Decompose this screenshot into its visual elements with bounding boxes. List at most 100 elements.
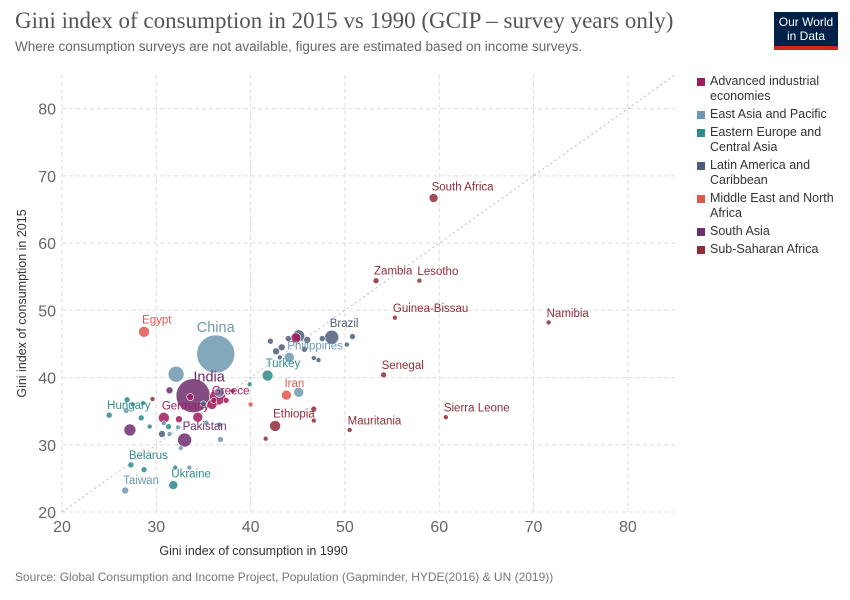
data-point (167, 365, 185, 383)
point-label: Zambia (374, 266, 413, 278)
data-point (122, 407, 130, 414)
point-label: Iran (284, 378, 304, 390)
legend-swatch (697, 111, 705, 119)
legend-swatch (697, 78, 705, 86)
y-tick-label: 80 (38, 102, 56, 119)
legend-item[interactable]: South Asia (697, 224, 842, 239)
data-point (129, 401, 136, 408)
logo-line-2: in Data (786, 29, 826, 43)
data-point (140, 466, 148, 473)
data-point (283, 352, 295, 363)
legend-label: South Asia (710, 224, 770, 238)
data-point (200, 400, 207, 408)
point-label: South Africa (432, 182, 495, 194)
data-point (303, 336, 312, 344)
point-label: Brazil (330, 318, 359, 330)
data-point (310, 405, 318, 413)
data-point (261, 369, 274, 382)
chart-title: Gini index of consumption in 2015 vs 199… (15, 8, 674, 33)
data-point (161, 420, 167, 427)
data-point (196, 334, 236, 374)
x-tick-label: 20 (53, 519, 71, 536)
data-point (246, 381, 253, 388)
data-point (545, 319, 552, 326)
point-label: Germany (162, 400, 210, 412)
data-point (281, 389, 292, 401)
point-label: Greece (212, 385, 250, 397)
data-point (149, 396, 156, 402)
point-label: Mauritania (348, 415, 402, 427)
point-label: Hungary (107, 400, 151, 412)
data-point (158, 430, 166, 438)
point-label: Taiwan (123, 475, 159, 487)
data-point (247, 401, 254, 408)
data-point (168, 480, 179, 490)
owid-logo[interactable]: Our World in Data (774, 12, 838, 50)
x-tick-label: 70 (525, 519, 543, 536)
point-label: Ethiopia (273, 408, 315, 420)
x-tick-label: 60 (430, 519, 448, 536)
data-point (267, 337, 274, 345)
y-tick-label: 50 (38, 303, 56, 320)
y-tick-label: 70 (38, 169, 56, 186)
point-label: Sierra Leone (444, 403, 510, 415)
legend-swatch (697, 228, 705, 236)
y-tick-label: 40 (38, 371, 56, 388)
data-point (178, 445, 184, 451)
data-point (214, 387, 225, 398)
data-point (293, 387, 305, 398)
data-point (186, 393, 195, 401)
legend-item[interactable]: Middle East and North Africa (697, 191, 842, 221)
data-point (269, 420, 281, 432)
point-label: Egypt (142, 314, 172, 326)
data-point (127, 461, 135, 469)
legend-label: Latin America and Caribbean (710, 158, 811, 187)
data-point (217, 436, 224, 443)
data-point (175, 415, 183, 424)
data-point (277, 354, 283, 361)
data-point (166, 431, 173, 437)
y-tick-label: 30 (38, 438, 56, 455)
legend-label: Eastern Europe and Central Asia (710, 125, 822, 154)
x-tick-label: 30 (147, 519, 165, 536)
legend-swatch (697, 195, 705, 203)
data-point (172, 464, 178, 471)
legend-item[interactable]: Advanced industrial economies (697, 74, 842, 104)
y-tick-label: 60 (38, 236, 56, 253)
data-point (175, 424, 181, 431)
data-point (138, 326, 150, 338)
legend-item[interactable]: Eastern Europe and Central Asia (697, 125, 842, 155)
chart-subtitle: Where consumption surveys are not availa… (15, 39, 583, 54)
data-point (311, 417, 317, 424)
point-label: Lesotho (417, 266, 458, 278)
legend-item[interactable]: East Asia and Pacific (697, 107, 842, 122)
y-axis-label: Gini index of consumption in 2015 (15, 209, 29, 397)
data-point (285, 335, 292, 342)
data-point (123, 396, 131, 404)
legend-label: Advanced industrial economies (710, 74, 820, 103)
point-label: Turkey (266, 358, 301, 370)
data-point (443, 414, 449, 421)
legend-swatch (697, 246, 705, 254)
data-point (210, 397, 218, 404)
point-label: Philippines (287, 340, 343, 352)
data-point (121, 486, 129, 495)
legend: Advanced industrial economies East Asia a… (697, 74, 842, 260)
y-tick-label: 20 (38, 505, 56, 522)
data-point (123, 423, 137, 437)
data-point (165, 386, 174, 395)
legend-swatch (697, 162, 705, 170)
point-label: China (197, 320, 236, 336)
data-point (216, 421, 223, 428)
data-point (392, 314, 398, 321)
data-point (186, 464, 193, 471)
point-label: India (193, 370, 225, 386)
legend-item[interactable]: Latin America and Caribbean (697, 158, 842, 188)
x-tick-label: 40 (242, 519, 260, 536)
legend-item[interactable]: Sub-Saharan Africa (697, 242, 842, 257)
x-tick-label: 50 (336, 519, 354, 536)
data-point (346, 427, 353, 433)
data-point (137, 414, 145, 422)
point-label: Senegal (382, 360, 424, 372)
